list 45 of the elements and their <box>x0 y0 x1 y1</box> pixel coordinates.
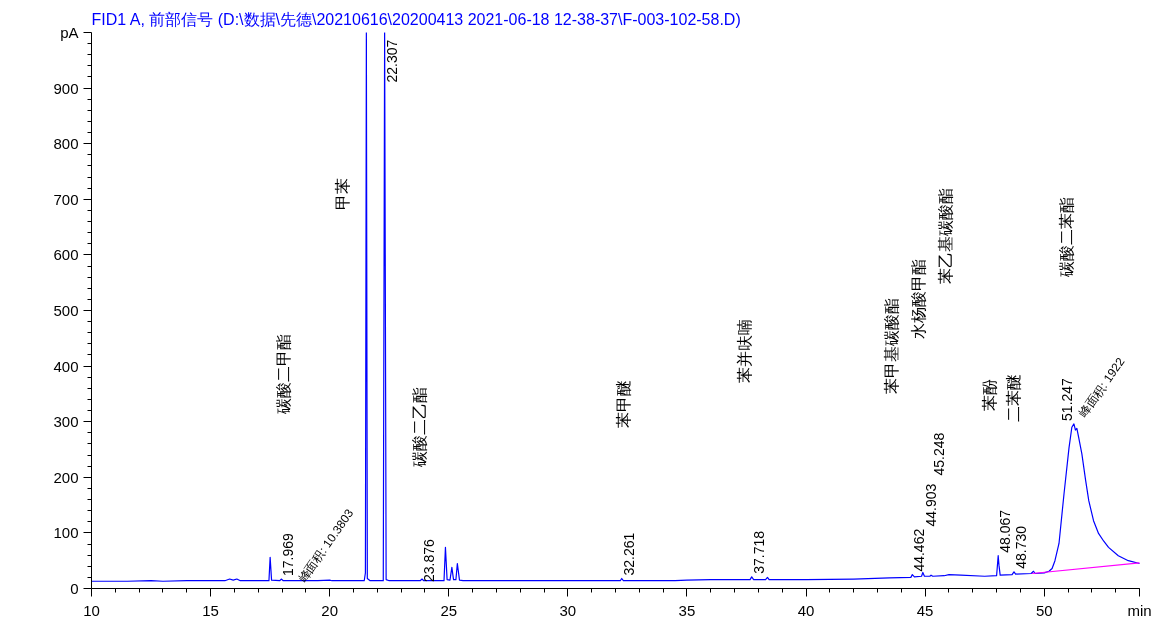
y-tick-label: 300 <box>53 413 79 431</box>
annotation: 44.462 <box>911 528 928 572</box>
chart-title: FID1 A, 前部信号 (D:\数据\先德\20210616\20200413 2021-06-18 12-38-37\F-003-102-58.D) <box>91 10 741 28</box>
y-tick-label: 500 <box>53 302 79 319</box>
annotation: 碳酸二苯酯 <box>1058 196 1075 278</box>
y-tick-label: 200 <box>53 468 79 486</box>
annotation: 水杨酸甲酯 <box>910 258 927 339</box>
y-tick-label: 900 <box>53 79 79 97</box>
annotation: 甲苯 <box>334 177 351 210</box>
x-tick-label: 40 <box>797 601 815 619</box>
annotation: 48.067 <box>997 509 1014 553</box>
x-axis-title: min <box>1127 601 1152 619</box>
annotation: 苯甲醚 <box>615 379 632 428</box>
annotation: 碳酸二甲酯 <box>275 333 292 415</box>
y-tick-label: 700 <box>53 190 79 208</box>
x-tick-label: 10 <box>83 601 100 619</box>
y-tick-label: 0 <box>70 580 79 597</box>
y-tick-label: 800 <box>53 135 79 153</box>
annotation: 苯甲基碳酸酯 <box>883 297 900 394</box>
y-tick-label: 100 <box>53 524 79 542</box>
annotation: 二苯醚 <box>1005 373 1022 422</box>
y-tick-label: 600 <box>53 246 79 264</box>
annotation: 45.248 <box>930 432 947 476</box>
x-tick-label: 20 <box>321 601 339 619</box>
y-tick-label: 400 <box>53 357 79 375</box>
line-series <box>91 32 1140 582</box>
x-tick-label: 15 <box>202 601 219 619</box>
annotation: 碳酸二乙酯 <box>411 386 428 468</box>
x-tick-label: 25 <box>440 601 458 619</box>
annotation: 23.876 <box>421 539 437 583</box>
x-tick-label: 35 <box>678 601 696 619</box>
annotation: 48.730 <box>1012 525 1029 569</box>
annotation: 苯并呋喃 <box>736 318 753 383</box>
annotation: 37.718 <box>750 530 767 574</box>
y-axis-title: pA <box>60 24 79 41</box>
annotation: 苯酚 <box>981 378 998 411</box>
annotation: 44.903 <box>922 483 939 527</box>
x-tick-label: 50 <box>1035 601 1053 619</box>
x-tick-label: 30 <box>559 601 577 619</box>
annotation: 32.261 <box>620 532 637 576</box>
x-tick-label: 45 <box>916 601 934 619</box>
annotation: 22.307 <box>383 39 400 83</box>
annotation: 17.969 <box>280 533 297 577</box>
annotation: 51.247 <box>1058 377 1075 421</box>
annotation: 苯乙基碳酸酯 <box>937 187 954 284</box>
